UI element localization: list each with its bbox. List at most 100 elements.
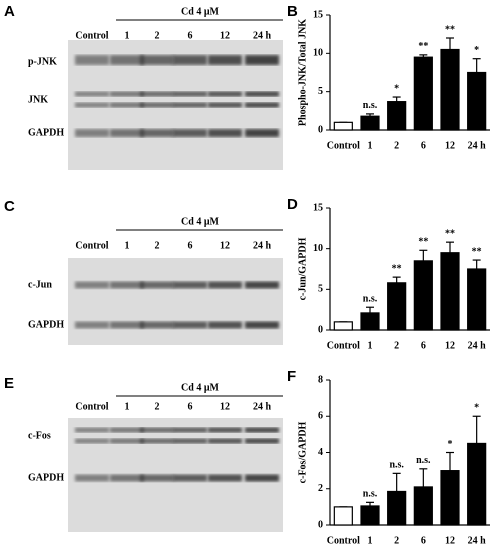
significance-label: n.s. — [363, 489, 378, 500]
band — [75, 438, 109, 444]
band — [173, 55, 207, 65]
lane-label: 24 h — [253, 240, 272, 251]
bar — [360, 312, 380, 331]
bar — [467, 71, 487, 131]
bar — [333, 321, 353, 331]
band — [173, 321, 207, 329]
panel-letter: C — [4, 198, 15, 215]
band — [110, 321, 144, 329]
row-label: JNK — [28, 94, 48, 105]
band — [245, 281, 279, 289]
x-tick-label: 12 — [445, 340, 455, 351]
lane-label: 6 — [188, 401, 193, 412]
lane-label: 12 — [220, 30, 230, 41]
row-label: GAPDH — [28, 472, 64, 483]
band — [75, 474, 109, 482]
band — [208, 102, 242, 108]
x-tick-label: 6 — [421, 340, 426, 351]
band — [208, 55, 242, 65]
band — [140, 474, 174, 482]
significance-label: ** — [445, 24, 455, 35]
band — [110, 129, 144, 137]
panel-letter: F — [287, 368, 296, 385]
x-tick-label: 2 — [394, 535, 399, 546]
band — [208, 321, 242, 329]
y-tick-label: 15 — [313, 202, 323, 213]
band — [75, 102, 109, 108]
panel-letter: B — [287, 3, 298, 20]
band — [110, 55, 144, 65]
band — [208, 427, 242, 433]
x-tick-label: 2 — [394, 140, 399, 151]
band — [173, 91, 207, 97]
band — [140, 438, 174, 444]
lane-label: 6 — [188, 240, 193, 251]
band — [140, 102, 174, 108]
x-tick-label: 1 — [368, 340, 373, 351]
significance-label: * — [474, 403, 479, 414]
significance-label: ** — [392, 263, 402, 274]
band — [208, 129, 242, 137]
row-label: c-Jun — [28, 279, 52, 290]
bar — [387, 490, 407, 526]
x-tick-label: 2 — [394, 340, 399, 351]
lane-label: 2 — [155, 401, 160, 412]
x-tick-label: 12 — [445, 140, 455, 151]
band — [245, 474, 279, 482]
y-tick-label: 5 — [318, 86, 323, 97]
x-tick-label: 24 h — [468, 535, 487, 546]
bar — [440, 48, 460, 131]
band — [75, 55, 109, 65]
row-label: GAPDH — [28, 319, 64, 330]
lane-label: 24 h — [253, 401, 272, 412]
y-axis-label: Phospho-JNK/Total JNK — [297, 19, 308, 126]
panel-letter: A — [4, 3, 15, 20]
lane-label: Control — [75, 240, 108, 251]
y-tick-label: 4 — [318, 447, 323, 458]
band — [140, 55, 174, 65]
band — [173, 281, 207, 289]
band — [75, 281, 109, 289]
band — [173, 438, 207, 444]
significance-label: ** — [445, 228, 455, 239]
significance-label: n.s. — [416, 455, 431, 466]
band — [110, 438, 144, 444]
band — [173, 129, 207, 137]
band — [75, 91, 109, 97]
band — [245, 91, 279, 97]
x-tick-label: 1 — [368, 140, 373, 151]
band — [140, 427, 174, 433]
row-label: GAPDH — [28, 127, 64, 138]
significance-label: n.s. — [389, 460, 404, 471]
bar — [413, 260, 433, 331]
band — [140, 91, 174, 97]
bar — [467, 268, 487, 331]
band — [75, 427, 109, 433]
bar — [360, 115, 380, 131]
lane-label: 1 — [125, 401, 130, 412]
y-axis-label: c-Jun/GAPDH — [297, 237, 308, 300]
panel-letter: D — [287, 196, 298, 213]
treatment-label: Cd 4 μM — [181, 382, 219, 393]
band — [110, 427, 144, 433]
band — [208, 474, 242, 482]
row-label: c-Fos — [28, 430, 51, 441]
bar — [387, 101, 407, 131]
significance-label: n.s. — [363, 294, 378, 305]
band — [110, 281, 144, 289]
band — [245, 321, 279, 329]
y-tick-label: 5 — [318, 284, 323, 295]
x-tick-label: 6 — [421, 535, 426, 546]
significance-label: * — [474, 45, 479, 56]
lane-label: 6 — [188, 30, 193, 41]
significance-label: * — [448, 439, 453, 450]
x-tick-label: 6 — [421, 140, 426, 151]
band — [75, 129, 109, 137]
lane-label: Control — [75, 401, 108, 412]
y-tick-label: 2 — [318, 483, 323, 494]
y-tick-label: 10 — [313, 243, 323, 254]
panel-letter: E — [4, 375, 14, 392]
x-tick-label: Control — [327, 140, 360, 151]
band — [110, 91, 144, 97]
